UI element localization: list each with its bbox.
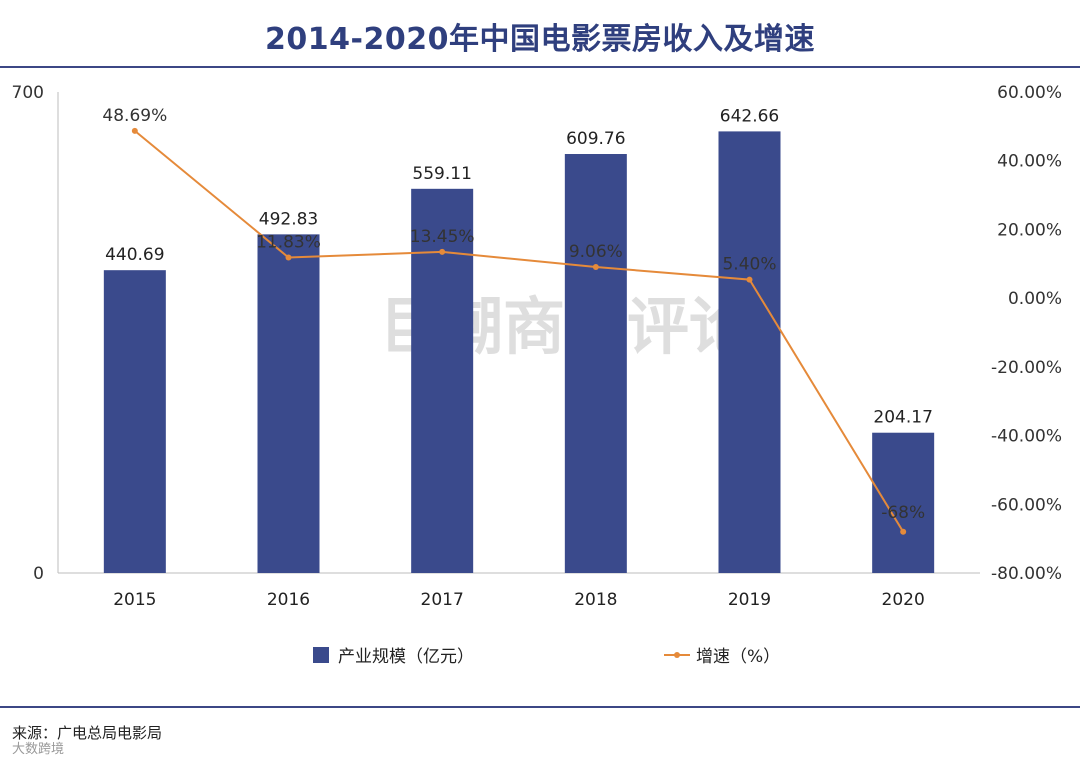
growth-point-2015 — [131, 127, 138, 134]
bar-value-label: 559.11 — [412, 164, 471, 184]
bar-value-label: 440.69 — [105, 245, 164, 265]
bar-2019 — [718, 131, 781, 574]
bar-value-label: 492.83 — [259, 209, 318, 229]
growth-value-label: 5.40% — [722, 255, 776, 275]
growth-line — [134, 130, 905, 533]
growth-point-2018 — [592, 264, 599, 271]
bar-2018 — [564, 154, 627, 573]
y-right-tick-label: 0.00% — [1008, 289, 1062, 309]
bar-2015 — [103, 270, 166, 573]
x-tick-label: 2018 — [574, 590, 617, 610]
y-right-tick-label: -20.00% — [991, 358, 1062, 378]
y-right-tick-label: -60.00% — [991, 495, 1062, 515]
x-tick-label: 2015 — [113, 590, 156, 610]
chart: 巨潮商业评论070060.00%40.00%20.00%0.00%-20.00%… — [12, 83, 1062, 667]
chart-title: 2014-2020年中国电影票房收入及增速 — [265, 22, 815, 57]
x-tick-label: 2016 — [267, 590, 310, 610]
x-tick-label: 2019 — [728, 590, 771, 610]
growth-value-label: 13.45% — [410, 227, 475, 247]
growth-value-label: 48.69% — [102, 106, 167, 126]
legend-bar-label: 产业规模（亿元） — [338, 647, 474, 667]
y-right-tick-label: 60.00% — [997, 83, 1062, 103]
legend-bar-swatch — [313, 647, 329, 663]
bottom-rule — [0, 706, 1080, 708]
brand-watermark: 大数跨境 — [12, 742, 65, 757]
growth-value-label: -68% — [881, 503, 925, 523]
growth-value-label: 9.06% — [569, 242, 623, 262]
growth-value-label: 11.83% — [256, 232, 321, 252]
bar-2020 — [872, 432, 935, 573]
y-right-tick-label: 40.00% — [997, 152, 1062, 172]
bar-value-label: 642.66 — [720, 106, 779, 126]
growth-point-2019 — [746, 276, 753, 283]
bar-value-label: 609.76 — [566, 129, 625, 149]
bar-2016 — [257, 234, 320, 573]
x-tick-label: 2017 — [421, 590, 464, 610]
y-left-tick-label: 700 — [12, 83, 44, 103]
growth-point-2020 — [900, 528, 907, 535]
x-tick-label: 2020 — [882, 590, 925, 610]
y-left-tick-label: 0 — [33, 564, 44, 584]
source-note: 来源：广电总局电影局 — [12, 724, 163, 742]
growth-point-2016 — [285, 254, 292, 261]
legend-line-marker — [674, 652, 680, 658]
y-right-tick-label: -80.00% — [991, 564, 1062, 584]
legend-line-label: 增速（%） — [696, 647, 780, 667]
y-right-tick-label: -40.00% — [991, 427, 1062, 447]
top-rule — [0, 66, 1080, 68]
bar-value-label: 204.17 — [873, 408, 932, 428]
y-right-tick-label: 20.00% — [997, 220, 1062, 240]
growth-point-2017 — [439, 248, 446, 255]
